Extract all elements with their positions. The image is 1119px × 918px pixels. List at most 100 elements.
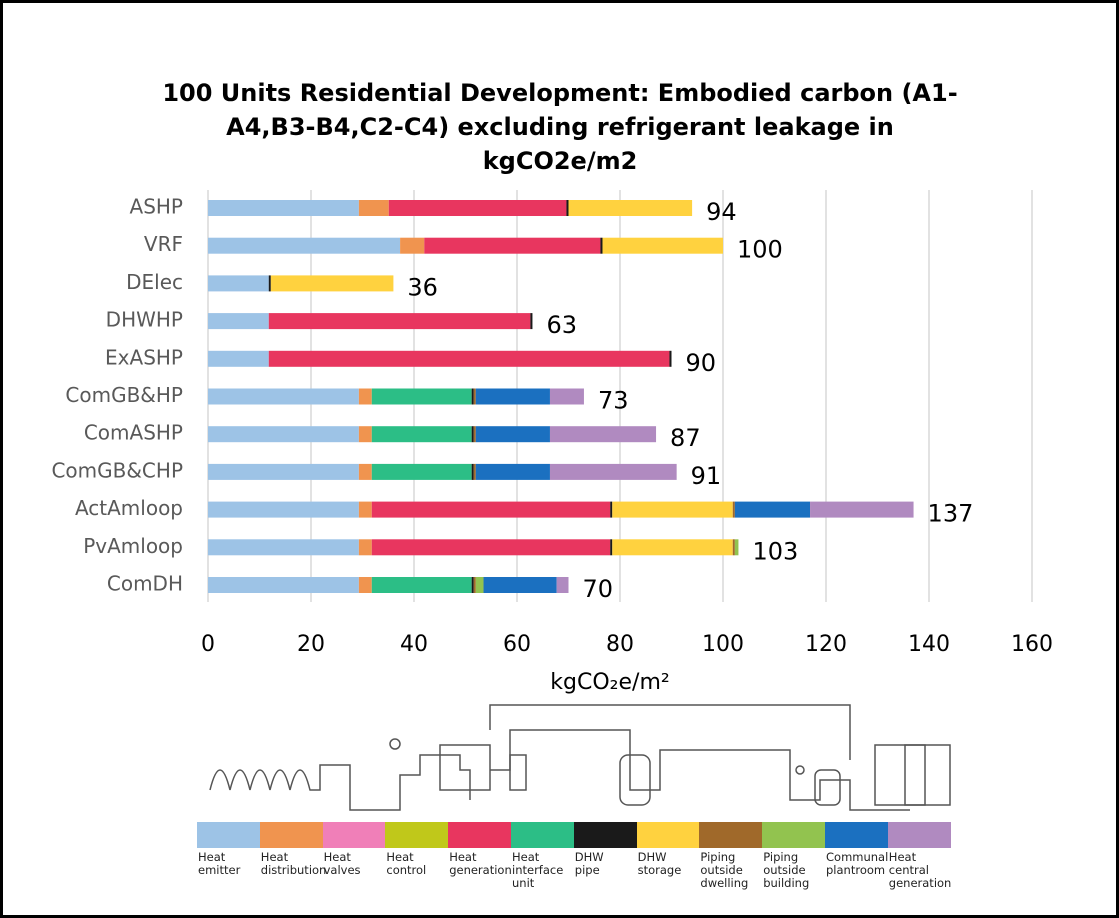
legend-item: Heat interface unit: [511, 822, 574, 890]
x-axis-label: kgCO₂e/m²: [550, 670, 669, 695]
legend-item: DHW pipe: [573, 822, 637, 877]
legend-swatch: [448, 822, 511, 848]
legend-item: Heat emitter: [197, 822, 260, 877]
total-label: 91: [691, 462, 722, 490]
x-tick-label: 0: [201, 632, 215, 657]
bar-segment: [471, 388, 474, 405]
x-tick-label: 80: [606, 632, 634, 657]
bar-segment: [208, 426, 359, 443]
bar-segment: [475, 426, 550, 443]
legend-label: Heat interface unit: [512, 850, 564, 890]
bar-segment: [371, 463, 472, 480]
x-tick-label: 60: [503, 632, 531, 657]
legend-item: Communal plantroom: [825, 822, 888, 877]
bar-segment: [473, 388, 476, 405]
x-tick-label: 120: [805, 632, 847, 657]
legend-swatch: [511, 822, 574, 848]
x-tick-label: 140: [908, 632, 950, 657]
bar-segment: [208, 200, 359, 216]
bar-segment: [208, 463, 359, 480]
total-label: 90: [686, 349, 717, 377]
legend-swatch: [385, 822, 449, 848]
x-tick-label: 160: [1011, 632, 1053, 657]
total-label: 103: [752, 537, 798, 565]
bar-segment: [208, 313, 269, 330]
bar-segment: [208, 350, 269, 367]
bar-segment: [475, 463, 550, 480]
y-tick-label: ASHP: [130, 195, 183, 219]
bar-segment: [602, 237, 723, 254]
bar-segment: [610, 539, 613, 556]
bar-segment: [475, 577, 484, 593]
legend-label: Heat control: [386, 850, 427, 877]
legend: Heat emitter Heat distribution Heat valves…: [197, 822, 951, 902]
bar-segment: [483, 577, 557, 593]
bar-segment: [610, 501, 613, 518]
bar-segment: [358, 577, 372, 593]
legend-label: Heat distribution: [260, 850, 327, 877]
legend-label: Heat central generation: [888, 850, 952, 890]
legend-swatch: [197, 822, 260, 848]
bar-segment: [371, 539, 611, 556]
bar-segment: [208, 275, 269, 292]
legend-item: Heat control: [385, 822, 449, 877]
legend-label: Piping outside dwelling: [700, 850, 749, 890]
bar-segment: [358, 463, 372, 480]
bar-segment: [268, 313, 531, 330]
bar-segment: [566, 200, 569, 216]
bar-segment: [600, 237, 603, 254]
legend-item: DHW storage: [636, 822, 700, 877]
legend-label: DHW pipe: [574, 850, 604, 877]
bar-segment: [549, 463, 677, 480]
bar-segment: [371, 388, 472, 405]
x-tick-label: 20: [297, 632, 325, 657]
legend-swatch: [573, 822, 637, 848]
bar-segment: [556, 577, 569, 593]
bar-segment: [734, 501, 811, 518]
x-tick-label: 40: [400, 632, 428, 657]
bar-segment: [358, 426, 372, 443]
legend-swatch: [259, 822, 323, 848]
legend-label: DHW storage: [637, 850, 682, 877]
bar-segment: [471, 426, 474, 443]
y-tick-label: ComDH: [107, 572, 183, 596]
legend-swatch: [762, 822, 825, 848]
bar-segment: [208, 577, 359, 593]
bar-segment: [371, 426, 472, 443]
total-label: 100: [737, 236, 783, 264]
bar-segment: [400, 237, 425, 254]
y-tick-label: DElec: [126, 270, 183, 294]
legend-swatch: [887, 822, 951, 848]
bar-segment: [473, 577, 476, 593]
y-tick-label: VRF: [144, 232, 183, 256]
bar-segment: [388, 200, 567, 216]
x-tick-label: 100: [702, 632, 744, 657]
legend-label: Heat emitter: [198, 850, 241, 877]
legend-label: Piping outside building: [763, 850, 810, 890]
bar-segment: [208, 388, 359, 405]
legend-swatch: [825, 822, 888, 848]
bar-segment: [268, 275, 271, 292]
bar-segment: [810, 501, 914, 518]
legend-label: Heat generation: [449, 850, 512, 877]
bar-segment: [208, 539, 359, 556]
bar-segment: [734, 539, 739, 556]
legend-label: Heat valves: [323, 850, 361, 877]
bar-segment: [732, 539, 735, 556]
y-tick-label: ActAmloop: [75, 496, 183, 520]
total-label: 94: [706, 198, 737, 226]
legend-item: Piping outside building: [762, 822, 825, 890]
y-tick-label: DHWHP: [106, 308, 183, 332]
bar-segment: [358, 501, 372, 518]
y-tick-label: ExASHP: [105, 345, 183, 369]
total-label: 73: [598, 387, 629, 415]
bar-segment: [270, 275, 394, 292]
legend-item: Heat central generation: [887, 822, 952, 890]
total-label: 63: [546, 311, 577, 339]
bar-segment: [424, 237, 601, 254]
bar-segment: [732, 501, 735, 518]
y-tick-label: ComGB&CHP: [51, 458, 183, 482]
bar-segment: [669, 350, 672, 367]
